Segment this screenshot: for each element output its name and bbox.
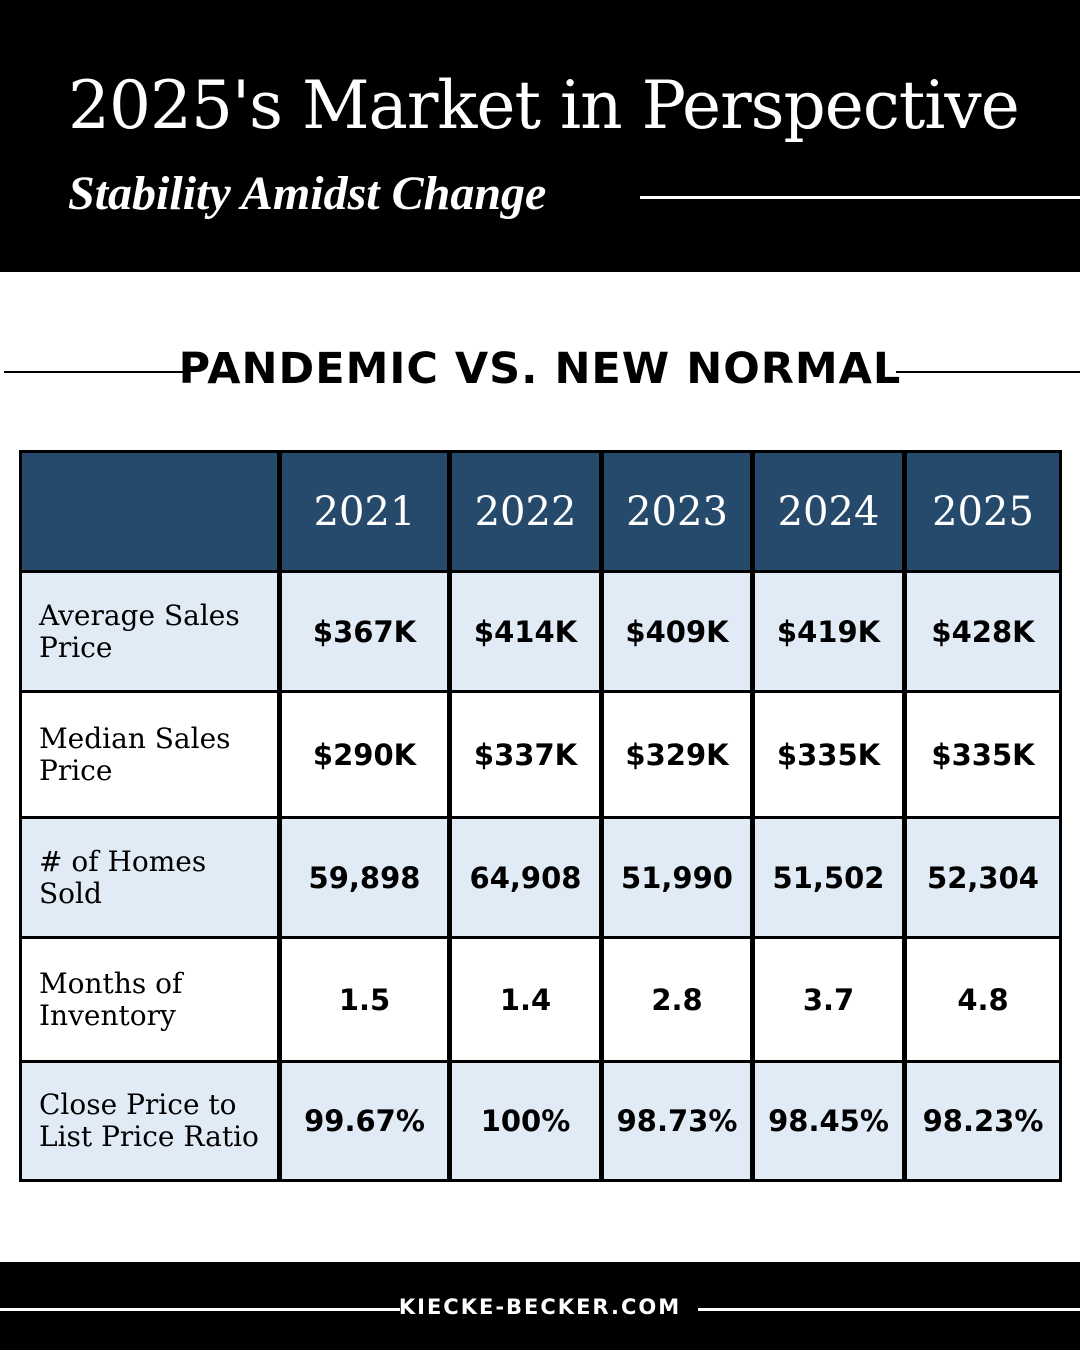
year-label: 2021	[313, 488, 416, 535]
row-label-cell: Close Price to List Price Ratio	[22, 1063, 277, 1179]
cell-value: $335K	[931, 737, 1035, 772]
cell-value: 98.45%	[768, 1104, 889, 1138]
cell-value: 4.8	[957, 982, 1009, 1017]
table-cell: $428K	[907, 573, 1059, 690]
table-cell: 98.23%	[907, 1063, 1059, 1179]
table-cell: 1.5	[282, 939, 447, 1060]
table-cell: $409K	[604, 573, 750, 690]
cell-value: 1.4	[499, 982, 552, 1017]
row-label: Average Sales Price	[39, 598, 240, 664]
year-label: 2025	[932, 488, 1034, 535]
table-cell: 4.8	[907, 939, 1059, 1060]
table-header-year: 2025	[907, 453, 1059, 570]
cell-value: $335K	[776, 737, 881, 772]
row-label: Close Price to List Price Ratio	[39, 1088, 259, 1153]
cell-value: 98.23%	[922, 1104, 1044, 1138]
row-label-cell: Average Sales Price	[22, 573, 277, 690]
cell-value: 59,898	[308, 860, 421, 895]
cell-value: 100%	[480, 1104, 571, 1138]
footer-divider-right	[698, 1308, 1080, 1311]
table-header-year: 2021	[282, 453, 447, 570]
cell-value: $329K	[625, 737, 729, 772]
table-cell: $419K	[755, 573, 902, 690]
cell-value: $367K	[312, 614, 417, 649]
table-cell: $335K	[907, 693, 1059, 816]
page-title: 2025's Market in Perspective	[68, 67, 1020, 144]
cell-value: $428K	[931, 614, 1035, 649]
cell-value: 1.5	[338, 982, 391, 1017]
footer-banner: KIECKE-BECKER.COM	[0, 1262, 1080, 1350]
cell-value: $290K	[312, 737, 417, 772]
row-label-cell: Months of Inventory	[22, 939, 277, 1060]
table-cell: 52,304	[907, 819, 1059, 936]
cell-value: 99.67%	[304, 1104, 425, 1138]
table-cell: 2.8	[604, 939, 750, 1060]
table-header-year: 2022	[452, 453, 599, 570]
table-cell: $414K	[452, 573, 599, 690]
row-label: Months of Inventory	[39, 966, 183, 1032]
year-label: 2022	[474, 488, 577, 535]
footer-website-link[interactable]: KIECKE-BECKER.COM	[398, 1295, 682, 1319]
table-cell: 98.73%	[604, 1063, 750, 1179]
table-cell: 51,502	[755, 819, 902, 936]
cell-value: 51,990	[621, 860, 733, 895]
cell-value: 52,304	[927, 860, 1039, 895]
cell-value: 2.8	[651, 982, 703, 1017]
table-header-corner	[22, 453, 277, 570]
subtitle-divider	[640, 196, 1080, 199]
footer-divider-left	[0, 1308, 400, 1311]
table-cell: 100%	[452, 1063, 599, 1179]
table-cell: $290K	[282, 693, 447, 816]
cell-value: 98.73%	[616, 1104, 738, 1138]
table-cell: 3.7	[755, 939, 902, 1060]
cell-value: $337K	[473, 737, 578, 772]
year-label: 2023	[626, 488, 728, 535]
table-cell: $329K	[604, 693, 750, 816]
year-label: 2024	[777, 488, 880, 535]
table-cell: $337K	[452, 693, 599, 816]
header-banner: 2025's Market in Perspective Stability A…	[0, 0, 1080, 272]
section-heading: PANDEMIC VS. NEW NORMAL	[0, 340, 1080, 400]
section-divider-left	[4, 371, 190, 373]
section-divider-right	[896, 371, 1080, 373]
section-title: PANDEMIC VS. NEW NORMAL	[178, 344, 902, 394]
page-subtitle: Stability Amidst Change	[68, 167, 547, 220]
table-cell: 1.4	[452, 939, 599, 1060]
table-cell: 64,908	[452, 819, 599, 936]
market-data-table: 2021 2022 2023 2024 2025 Average Sales Price $…	[19, 450, 1062, 1182]
cell-value: 64,908	[469, 860, 582, 895]
table-cell: 99.67%	[282, 1063, 447, 1179]
row-label-cell: Median Sales Price	[22, 693, 277, 816]
cell-value: 51,502	[772, 860, 885, 895]
cell-value: $414K	[473, 614, 578, 649]
table-cell: 59,898	[282, 819, 447, 936]
table-cell: $335K	[755, 693, 902, 816]
table-cell: $367K	[282, 573, 447, 690]
table-cell: 51,990	[604, 819, 750, 936]
table-header-year: 2024	[755, 453, 902, 570]
table-header-year: 2023	[604, 453, 750, 570]
cell-value: $409K	[625, 614, 729, 649]
row-label-cell: # of Homes Sold	[22, 819, 277, 936]
table-cell: 98.45%	[755, 1063, 902, 1179]
cell-value: $419K	[776, 614, 881, 649]
row-label: # of Homes Sold	[39, 844, 207, 910]
row-label: Median Sales Price	[39, 721, 231, 787]
cell-value: 3.7	[802, 982, 855, 1017]
